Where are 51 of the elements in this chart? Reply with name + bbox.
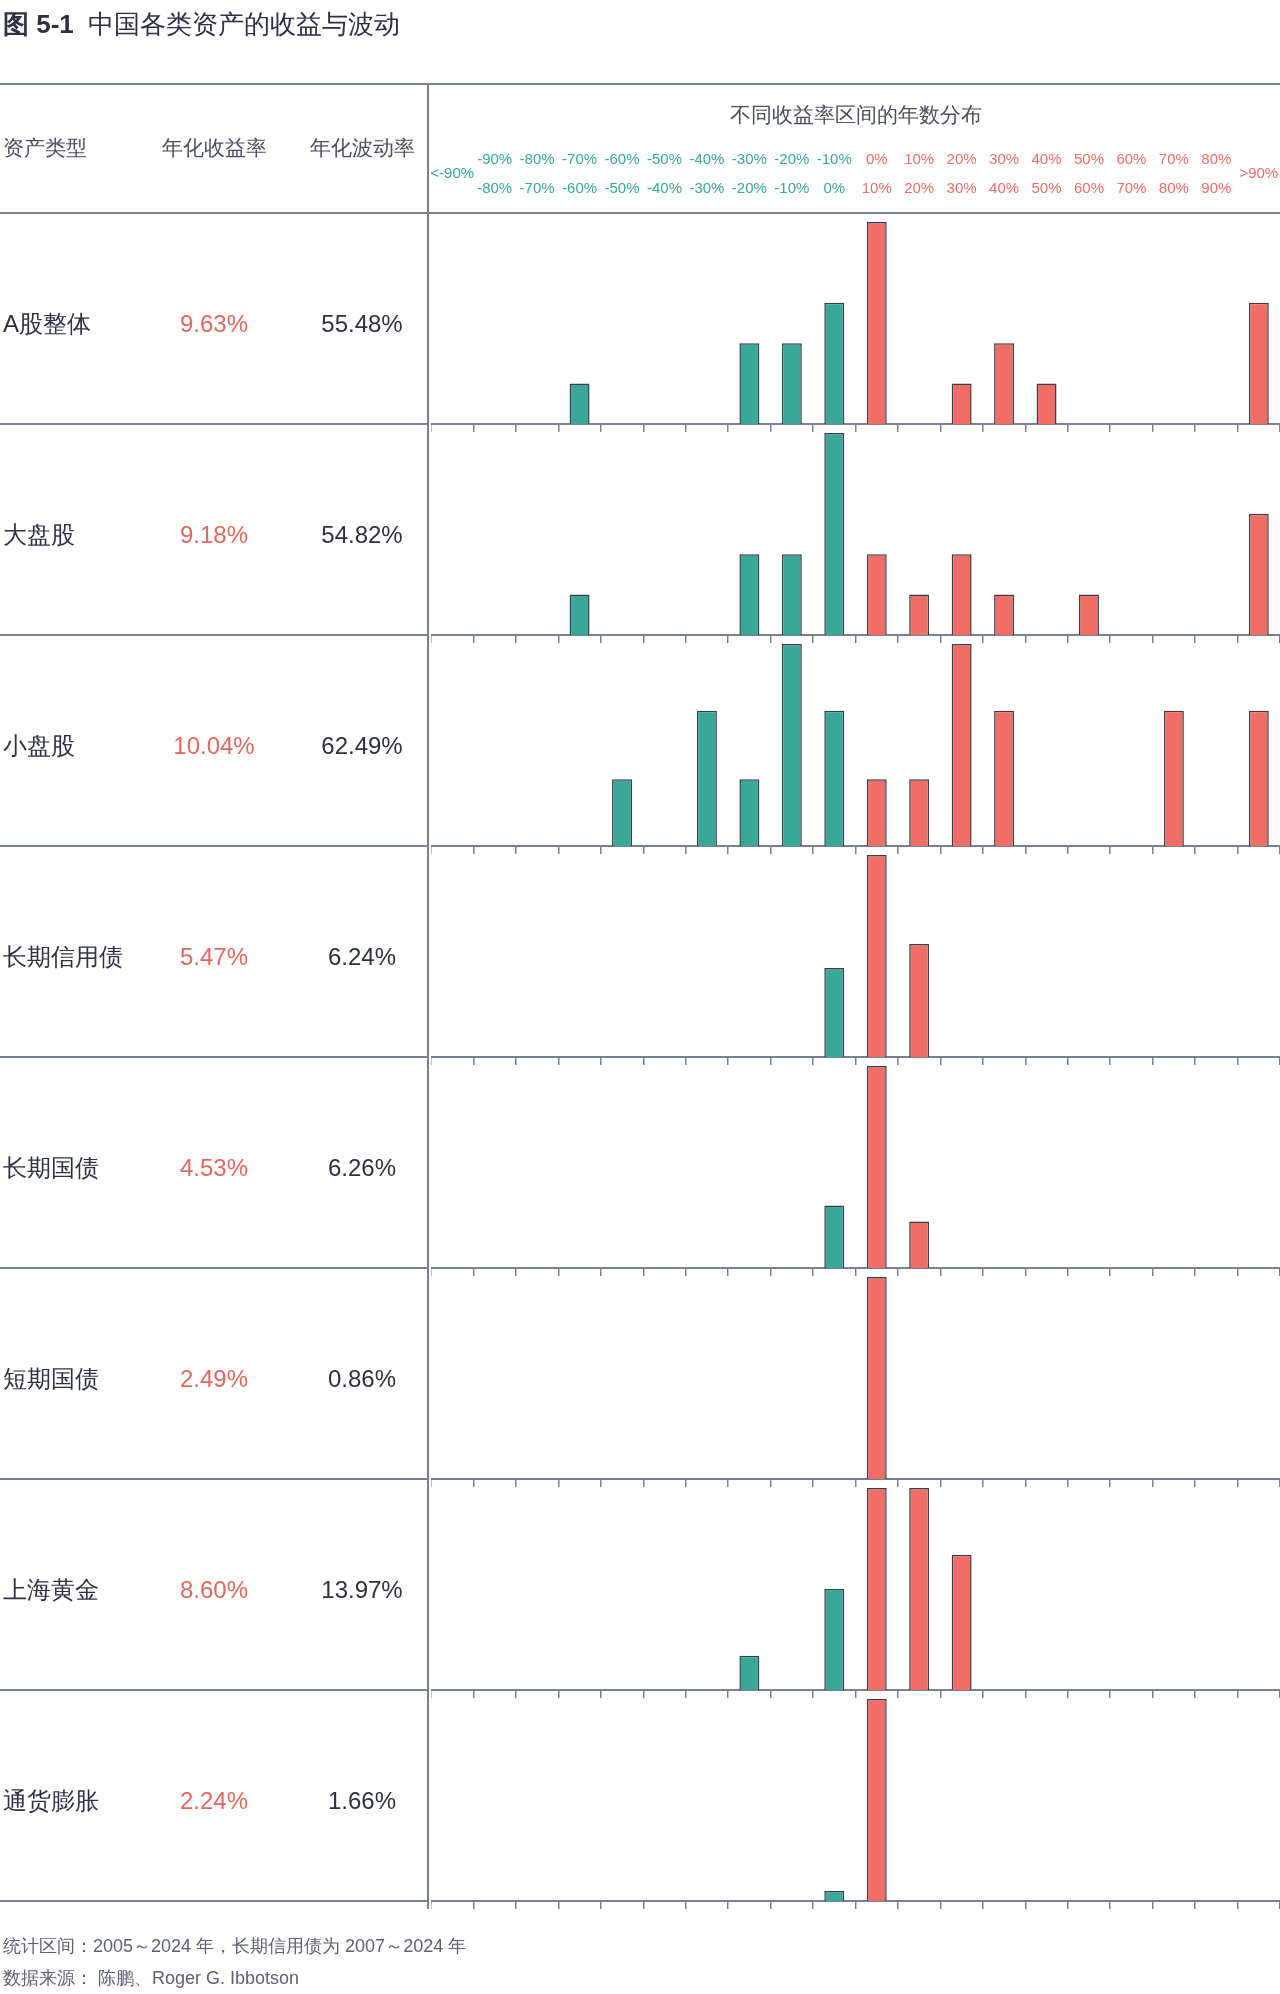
text: 6.26% [327,1154,397,1182]
y-axis-title: 通货膨胀 [3,1787,99,1815]
x-tick-label: -10% 0% [816,150,852,197]
x-axis-title: 不同收益率区间的年数分布 [729,102,982,126]
text: 9.63% [179,310,249,338]
y-axis-title: 小盘股 [3,732,75,760]
x-tick-label: 20% 30% [946,150,977,197]
text: 6.24% [327,943,397,971]
x-tick-label: -80% -70% [519,150,555,197]
x-tick-label: 0% 10% [861,150,892,197]
x-tick-label: 30% 40% [989,150,1020,197]
x-tick-label: 40% 50% [1031,150,1062,197]
x-tick-label: -90% -80% [477,150,513,197]
text: 统计区间：2005～2024 年，长期信用债为 2007～2024 年 [3,1935,467,1957]
source-note: 数据来源： 陈鹏、Roger G. Ibbotson [3,1967,300,1989]
x-tick-label: <-90% [430,164,475,182]
x-tick-label: -40% -30% [689,150,725,197]
x-tick-label: 60% 70% [1116,150,1147,197]
text: 0.86% [327,1365,397,1393]
x-tick-label: 80% 90% [1201,150,1232,197]
text: 图 5-1 中国各类资产的收益与波动 [3,9,401,40]
text: 资产类型 [3,135,87,161]
x-tick-label: 70% 80% [1158,150,1189,197]
y-axis-title: 上海黄金 [3,1576,99,1604]
x-tick-label: >90% [1239,164,1279,182]
text: 62.49% [321,732,403,760]
text: 2.24% [179,1787,249,1815]
x-tick-label: -20% -10% [774,150,810,197]
text: 4.53% [179,1154,249,1182]
y-axis-title: 短期国债 [3,1365,99,1393]
y-axis-title: 长期信用债 [3,943,123,971]
text: 年化波动率 [309,135,415,161]
text: 54.82% [321,521,403,549]
text: 2.49% [179,1365,249,1393]
y-axis-title: A股整体 [3,310,92,338]
text: 年化收益率 [161,135,267,161]
x-tick-label: -70% -60% [562,150,598,197]
text: 8.60% [179,1576,249,1604]
x-tick-label: 10% 20% [904,150,935,197]
x-tick-label: -30% -20% [731,150,767,197]
text: 13.97% [321,1576,403,1604]
x-tick-label: -50% -40% [646,150,682,197]
x-tick-label: 50% 60% [1073,150,1104,197]
y-axis-title: 长期国债 [3,1154,99,1182]
text: 1.66% [327,1787,397,1815]
text: 9.18% [179,521,249,549]
text: 55.48% [321,310,403,338]
text: 5.47% [179,943,249,971]
text: 10.04% [173,732,255,760]
y-axis-title: 大盘股 [3,521,75,549]
x-tick-label: -60% -50% [604,150,640,197]
